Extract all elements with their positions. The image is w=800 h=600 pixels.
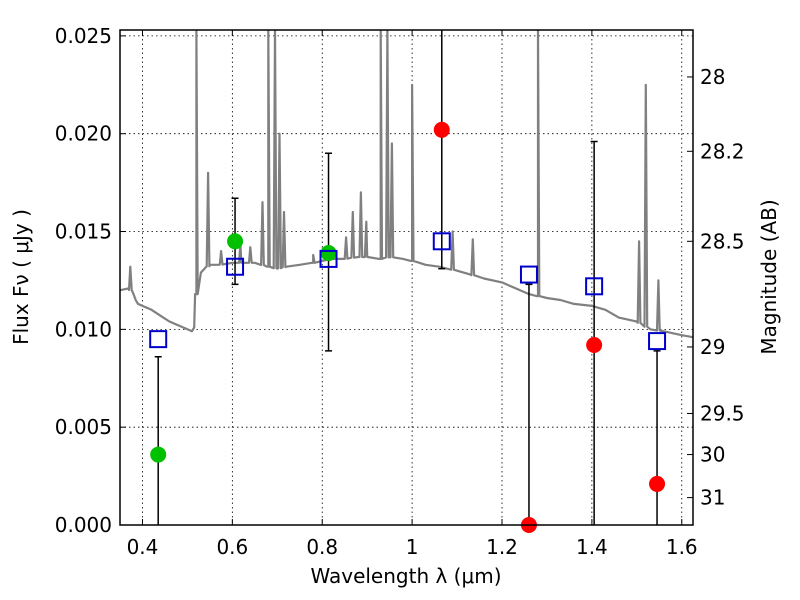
undetected-flux-point (433, 121, 450, 138)
y2-tick-label: 28 (700, 65, 725, 89)
y-tick-label: 0.005 (55, 415, 112, 439)
model-spectrum-line (120, 30, 693, 339)
y2-tick-label: 30 (700, 443, 725, 467)
y-tick-label: 0.015 (55, 220, 112, 244)
y2-tick-label: 29 (700, 335, 725, 359)
model-band-square (149, 330, 168, 349)
x-tick-label: 1.6 (666, 535, 698, 559)
undetected-flux-point (586, 337, 603, 353)
data-markers (149, 121, 667, 533)
undetected-flux-point (649, 475, 666, 492)
y2-tick-label: 29.5 (700, 401, 745, 425)
model-spectrum (120, 30, 693, 339)
y-tick-label: 0.025 (55, 24, 112, 48)
x-tick-label: 1 (406, 535, 419, 559)
x-tick-label: 1.4 (576, 535, 608, 559)
model-band-square (432, 232, 451, 251)
detected-flux-point (320, 245, 337, 262)
y2-axis-title: Magnitude (AB) (757, 199, 781, 354)
detected-flux-point (150, 446, 167, 463)
model-band-square (519, 265, 538, 284)
model-band-square (648, 332, 667, 351)
x-axis-ticks: 0.4 0.6 0.8 1 1.2 1.4 1.6 (127, 30, 698, 559)
y-axis-ticks: 0.000 0.005 0.010 0.015 0.020 0.025 (55, 24, 126, 537)
y2-tick-label: 28.2 (700, 139, 745, 163)
detected-flux-point (227, 233, 244, 250)
model-band-square (585, 277, 604, 296)
y2-tick-label: 31 (700, 486, 725, 510)
y2-tick-label: 28.5 (700, 229, 745, 253)
x-axis-title: Wavelength λ (μm) (310, 564, 501, 588)
x-tick-label: 0.6 (216, 535, 248, 559)
x-tick-label: 0.4 (127, 535, 159, 559)
plot-frame (119, 29, 694, 526)
model-band-square (319, 249, 338, 268)
model-band-square (226, 257, 245, 276)
x-tick-label: 1.2 (486, 535, 518, 559)
y-tick-label: 0.000 (55, 513, 112, 537)
x-tick-label: 0.8 (306, 535, 338, 559)
y-axis-title: Flux Fν ( μJy ) (9, 209, 33, 345)
y-tick-label: 0.010 (55, 317, 112, 341)
y-tick-label: 0.020 (55, 122, 112, 146)
y2-axis-ticks: 28 28.2 28.5 29 29.5 30 31 (687, 65, 745, 510)
